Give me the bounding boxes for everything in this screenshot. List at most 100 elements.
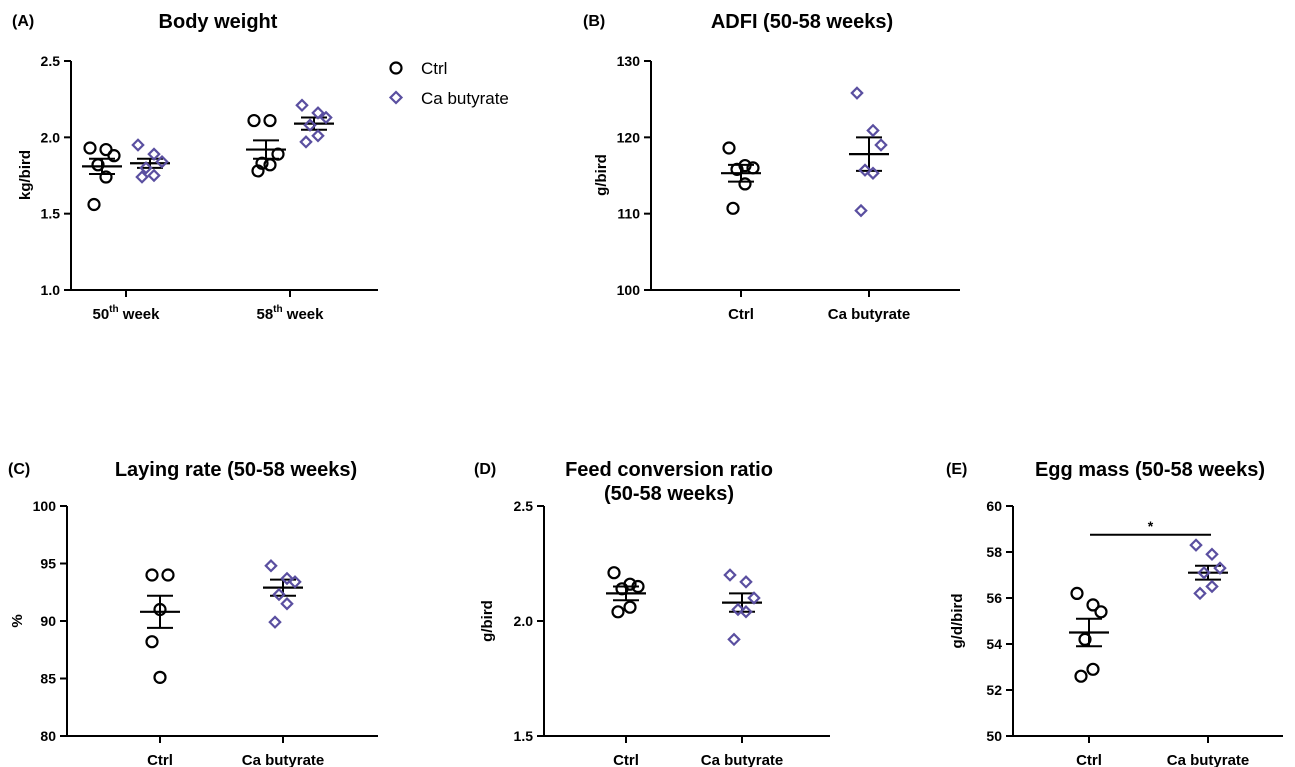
data-point-a-ctrl-0-5 — [87, 197, 101, 212]
y-tick-label-b-110: 110 — [617, 206, 640, 222]
chart-title-d-line-1: Feed conversion ratio — [565, 459, 773, 481]
data-point-d-ctrl-3 — [615, 582, 629, 596]
data-point-e-ctrl-4 — [1086, 662, 1100, 676]
data-point-c-ca-butyrate-3 — [272, 587, 286, 602]
data-point-e-ca-butyrate-0 — [1189, 538, 1203, 552]
panel-a: (A) Body weight kg/bird 1.0 1.5 2.0 2.5 50t… — [12, 11, 378, 323]
data-point-a-ca-butyrate-1-3 — [303, 118, 317, 132]
y-tick-label-e-60: 60 — [986, 498, 1002, 514]
legend-ctrl-marker — [389, 61, 403, 75]
group-a-ca-butyrate-0 — [130, 138, 170, 184]
data-point-a-ctrl-0-2 — [107, 149, 121, 163]
group-e-ctrl — [1069, 586, 1109, 683]
data-point-e-ca-butyrate-4 — [1205, 579, 1219, 594]
data-point-b-ca-butyrate-1 — [866, 123, 880, 138]
data-point-c-ca-butyrate-0 — [264, 559, 278, 573]
data-point-d-ca-butyrate-3 — [731, 602, 745, 617]
data-point-c-ca-butyrate-2 — [288, 575, 302, 589]
x-tick-label-c-ctrl: Ctrl — [147, 752, 173, 767]
data-point-b-ctrl-0 — [722, 141, 736, 155]
panel-d: (D) Feed conversion ratio (50-58 weeks) … — [474, 459, 830, 767]
legend: Ctrl Ca butyrate — [388, 59, 509, 108]
group-c-ctrl — [140, 568, 180, 684]
group-e-ca-butyrate — [1188, 538, 1228, 601]
x-tick-label-b-ca-butyrate: Ca butyrate — [828, 306, 911, 323]
data-point-a-ctrl-1-0 — [247, 113, 261, 128]
data-point-c-ctrl-2 — [153, 602, 167, 617]
data-point-a-ca-butyrate-0-3 — [139, 161, 153, 175]
data-point-b-ctrl-4 — [738, 177, 752, 191]
y-axis-label-e: g/d/bird — [949, 594, 966, 649]
data-point-d-ca-butyrate-5 — [727, 632, 741, 647]
data-point-b-ca-butyrate-5 — [854, 203, 868, 218]
group-b-ca-butyrate — [849, 86, 889, 218]
data-point-e-ctrl-0 — [1070, 586, 1084, 601]
group-c-ca-butyrate — [263, 559, 303, 629]
data-point-d-ctrl-4 — [623, 600, 637, 614]
panel-label-a: (A) — [12, 13, 34, 30]
y-tick-label-c-90: 90 — [40, 613, 56, 629]
chart-title-b: ADFI (50-58 weeks) — [711, 11, 893, 33]
x-tick-label-b-ctrl: Ctrl — [728, 306, 754, 323]
data-point-a-ca-butyrate-1-5 — [299, 135, 313, 149]
data-point-b-ca-butyrate-0 — [850, 86, 864, 100]
data-point-a-ca-butyrate-0-0 — [131, 138, 145, 152]
chart-title-a: Body weight — [159, 11, 278, 33]
data-point-a-ctrl-1-5 — [251, 164, 265, 178]
panel-c: (C) Laying rate (50-58 weeks) % 80 85 90 95… — [8, 459, 378, 767]
group-a-ctrl-1 — [246, 113, 286, 178]
panel-e: (E) Egg mass (50-58 weeks) g/d/bird 50 52… — [946, 459, 1283, 767]
y-tick-label-b-130: 130 — [617, 53, 641, 69]
y-tick-label-c-85: 85 — [40, 671, 56, 687]
legend-ca-butyrate-marker — [388, 90, 404, 105]
y-tick-label-a-1-5: 1.5 — [41, 206, 61, 222]
significance-star-e: * — [1148, 518, 1154, 534]
data-point-a-ctrl-0-4 — [99, 170, 113, 184]
data-point-e-ctrl-3 — [1078, 632, 1092, 647]
panel-label-b: (B) — [583, 13, 605, 30]
data-point-a-ca-butyrate-1-2 — [319, 110, 333, 125]
group-b-ctrl — [721, 141, 761, 215]
y-tick-label-d-2-5: 2.5 — [514, 498, 534, 514]
data-point-a-ca-butyrate-0-5 — [135, 170, 149, 184]
x-tick-label-58th-week: 58th week — [256, 304, 324, 323]
panel-label-c: (C) — [8, 461, 30, 478]
data-point-b-ca-butyrate-4 — [866, 166, 880, 180]
data-point-b-ctrl-3 — [730, 162, 744, 176]
data-point-b-ca-butyrate-2 — [874, 138, 888, 152]
x-tick-label-d-ca-butyrate: Ca butyrate — [701, 752, 784, 767]
data-point-e-ca-butyrate-5 — [1193, 586, 1207, 601]
group-a-ca-butyrate-1 — [294, 98, 334, 149]
x-tick-label-50th-week: 50th week — [92, 304, 160, 323]
data-point-a-ctrl-0-0 — [83, 141, 97, 155]
data-point-d-ctrl-2 — [631, 579, 645, 594]
data-point-e-ca-butyrate-1 — [1205, 547, 1219, 562]
data-point-d-ca-butyrate-2 — [747, 591, 761, 605]
data-point-e-ca-butyrate-2 — [1213, 561, 1227, 575]
panel-label-d: (D) — [474, 461, 496, 478]
y-tick-label-d-1-5: 1.5 — [514, 728, 534, 744]
data-point-c-ca-butyrate-5 — [268, 615, 282, 629]
y-tick-label-e-56: 56 — [986, 590, 1002, 606]
data-point-b-ctrl-5 — [726, 201, 740, 215]
group-a-ctrl-0 — [82, 141, 122, 212]
data-point-c-ca-butyrate-4 — [280, 596, 294, 611]
plot-area-e: 50 52 54 56 58 60 Ctrl Ca butyrate * — [986, 498, 1283, 767]
panel-b: (B) ADFI (50-58 weeks) g/bird 1001101201… — [583, 11, 960, 323]
y-axis-label-b: g/bird — [593, 154, 610, 196]
chart-title-d-line-2: (50-58 weeks) — [604, 483, 734, 505]
y-tick-label-e-54: 54 — [986, 636, 1002, 652]
x-tick-label-e-ca-butyrate: Ca butyrate — [1167, 752, 1250, 767]
y-tick-label-c-95: 95 — [40, 556, 56, 572]
data-point-c-ca-butyrate-1 — [280, 571, 294, 586]
data-point-a-ctrl-1-2 — [271, 147, 285, 161]
data-point-a-ca-butyrate-1-1 — [311, 106, 325, 120]
data-point-d-ctrl-5 — [611, 605, 625, 619]
y-tick-label-e-52: 52 — [986, 682, 1002, 698]
data-point-a-ca-butyrate-0-1 — [147, 147, 161, 161]
data-point-a-ca-butyrate-1-4 — [311, 129, 325, 143]
y-tick-label-d-2-0: 2.0 — [514, 613, 534, 629]
data-point-a-ctrl-1-4 — [263, 158, 277, 172]
y-tick-label-e-50: 50 — [986, 728, 1002, 744]
data-point-c-ctrl-1 — [161, 568, 175, 582]
